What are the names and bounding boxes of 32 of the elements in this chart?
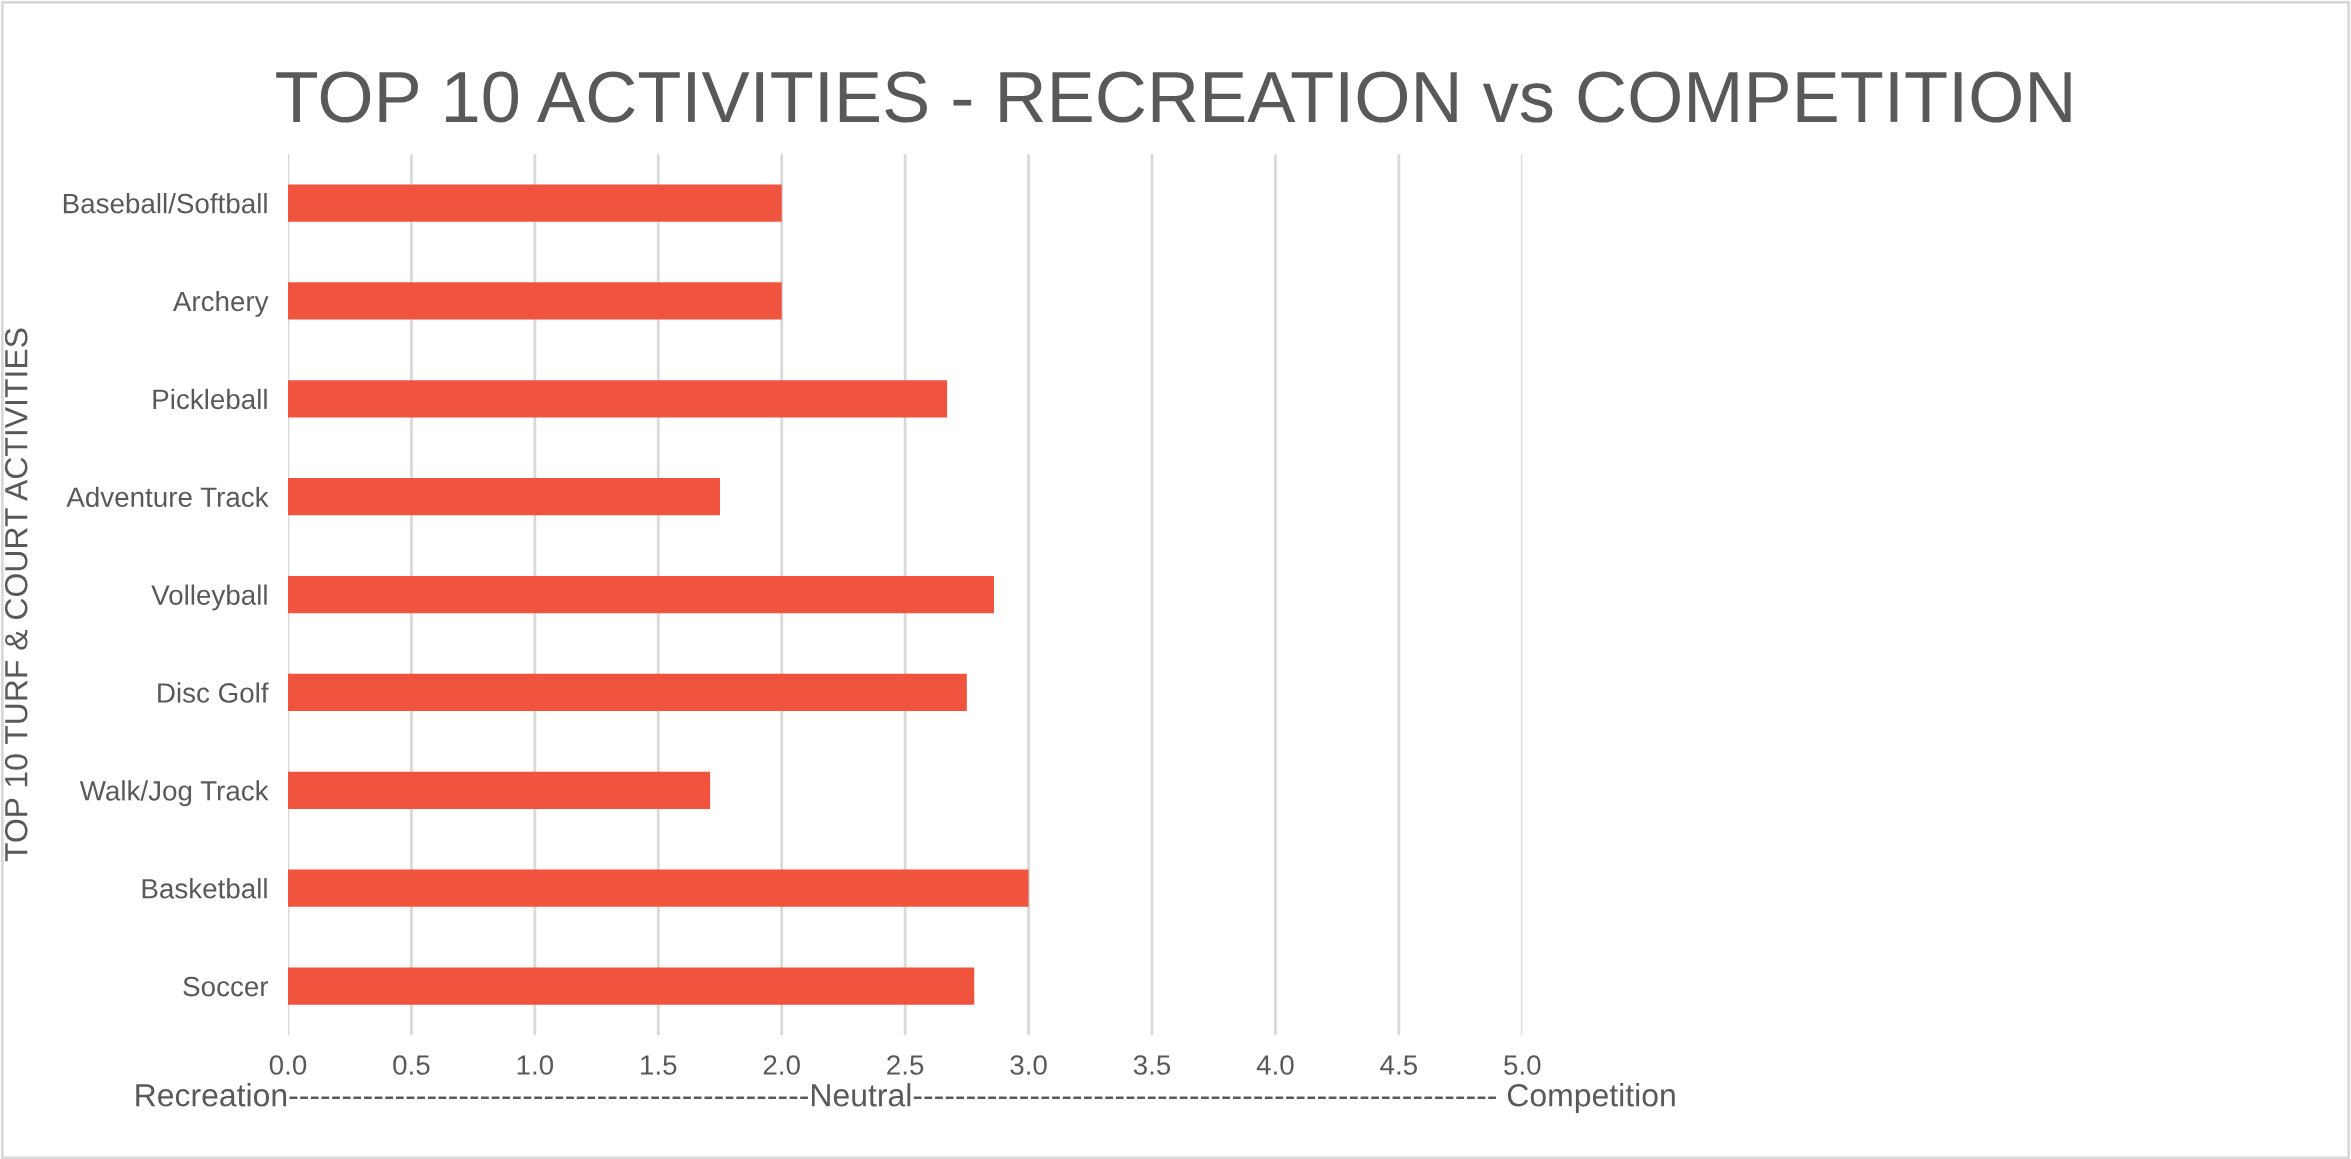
bar: [288, 184, 782, 222]
x-tick-label: 3.0: [1010, 1055, 1047, 1075]
bar: [288, 673, 967, 712]
x-tick-label: 4.0: [1256, 1055, 1294, 1075]
x-axis-title: Recreation-------------------------------------------------Neutral------------------------------------------------------- Competition: [136, 1083, 1675, 1113]
y-tick-label: Baseball/Softball: [63, 193, 267, 214]
bar: [288, 771, 711, 809]
x-tick-label: 2.0: [763, 1055, 800, 1075]
bar: [288, 869, 1029, 907]
y-tick-label: Soccer: [183, 976, 269, 997]
bar: [288, 967, 975, 1005]
y-tick-label: Archery: [172, 290, 269, 317]
y-axis-title: TOP 10 TURF & COURT ACTIVITIES: [4, 328, 28, 862]
y-tick-label: Disc Golf: [158, 682, 269, 703]
x-tick-label: 1.0: [517, 1055, 554, 1075]
y-tick-label: Adventure Track: [66, 486, 269, 508]
x-tick-label: 3.5: [1133, 1055, 1171, 1075]
x-tick-label: 1.5: [641, 1055, 677, 1075]
bar: [288, 282, 782, 320]
y-tick-label: Basketball: [142, 878, 267, 899]
bar: [288, 478, 720, 516]
x-tick-label: 0.0: [269, 1055, 307, 1075]
chart-title: TOP 10 ACTIVITIES - RECREATION vs COMPETITION: [276, 71, 2071, 123]
bar: [288, 575, 994, 614]
x-tick-label: 4.5: [1380, 1055, 1417, 1075]
y-tick-label: Walk/Jog Track: [79, 780, 269, 807]
x-tick-label: 0.5: [393, 1055, 430, 1075]
bar: [288, 380, 948, 418]
y-tick-label: Pickleball: [153, 388, 267, 410]
y-tick-label: Volleyball: [151, 584, 267, 611]
x-tick-label: 5.0: [1504, 1055, 1541, 1075]
x-tick-label: 2.5: [887, 1055, 924, 1075]
